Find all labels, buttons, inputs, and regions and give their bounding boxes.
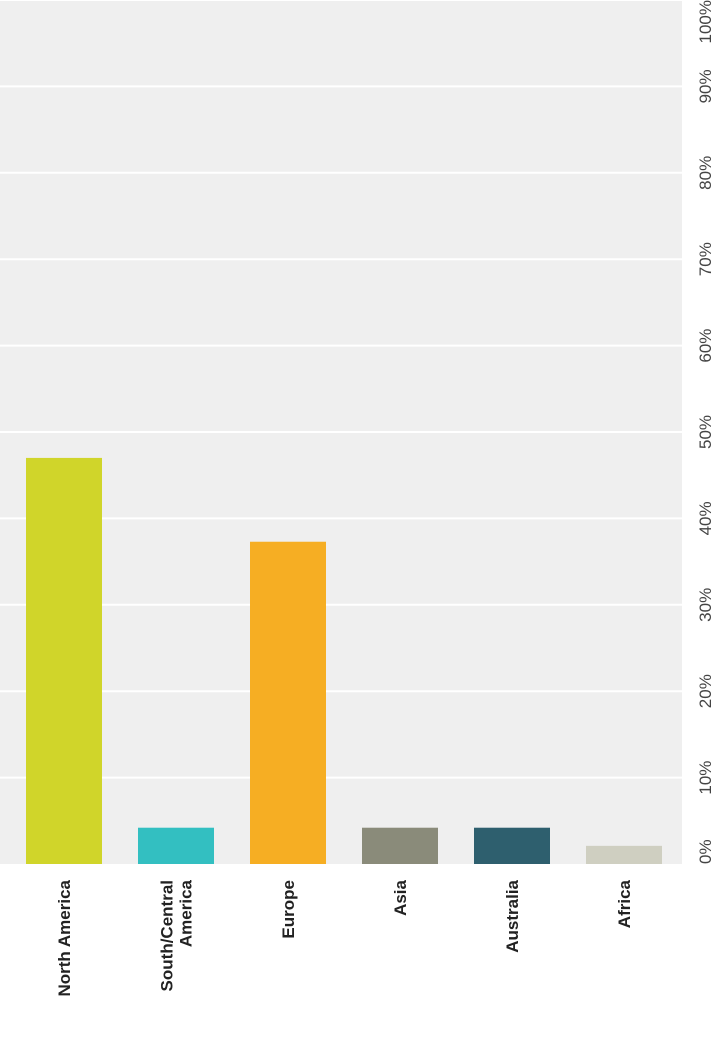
- y-tick-label: 100%: [696, 0, 715, 43]
- bars: [26, 457, 662, 864]
- category-label: Asia: [391, 879, 410, 915]
- category-label: Australia: [503, 879, 522, 952]
- bar-north-america: [26, 457, 102, 864]
- y-tick-label: 80%: [696, 156, 715, 190]
- category-label: North America: [55, 879, 74, 996]
- y-tick-label: 0%: [696, 839, 715, 864]
- y-tick-label: 20%: [696, 674, 715, 708]
- y-tick-label: 40%: [696, 501, 715, 535]
- y-tick-label: 70%: [696, 242, 715, 276]
- y-axis-tick-labels: 0% 10% 20% 30% 40% 50% 60% 70% 80% 90% 100%: [696, 0, 715, 864]
- bar-asia: [362, 827, 438, 864]
- y-tick-label: 60%: [696, 329, 715, 363]
- x-axis-category-labels: North America South/CentralAmerica Europe A…: [55, 879, 634, 996]
- bar-africa: [586, 845, 662, 864]
- gridlines: [0, 0, 682, 779]
- y-tick-label: 50%: [696, 415, 715, 449]
- bar-south-central-america: [138, 827, 214, 864]
- category-label: Europe: [279, 880, 298, 939]
- y-tick-label: 90%: [696, 69, 715, 103]
- bar-europe: [250, 541, 326, 864]
- y-tick-label: 30%: [696, 588, 715, 622]
- bar-australia: [474, 827, 550, 864]
- category-label: Africa: [615, 879, 634, 928]
- y-tick-label: 10%: [696, 761, 715, 795]
- category-label: South/CentralAmerica: [158, 879, 196, 991]
